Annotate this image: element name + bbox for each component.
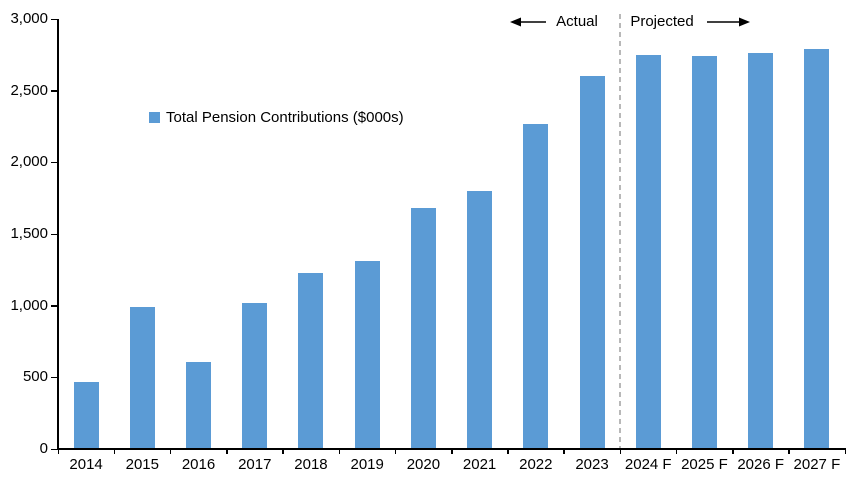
y-axis-tick	[51, 18, 58, 20]
x-axis-tick	[732, 448, 734, 454]
y-axis-tick	[51, 233, 58, 235]
bar-2022	[523, 124, 549, 449]
x-axis-tick	[282, 448, 284, 454]
bar-2016	[186, 361, 212, 449]
bar-2020	[410, 208, 436, 449]
x-axis-tick	[226, 448, 228, 454]
x-axis-tick	[788, 448, 790, 454]
legend-swatch-icon	[149, 112, 160, 123]
x-axis-tick	[844, 448, 846, 454]
x-axis-category-label: 2027 F	[793, 456, 841, 473]
x-axis-tick	[619, 448, 622, 454]
x-axis-tick	[394, 448, 397, 454]
x-axis-line	[57, 448, 846, 450]
legend: Total Pension Contributions ($000s)	[149, 109, 404, 126]
bar-2015	[129, 307, 155, 449]
bar-2021	[467, 191, 493, 449]
y-axis-tick-label: 3,000	[10, 10, 48, 27]
x-axis-tick	[675, 448, 678, 454]
bar-2018	[298, 272, 324, 449]
x-axis-tick	[57, 448, 59, 454]
y-axis-tick-label: 2,000	[10, 153, 48, 171]
x-axis-tick	[507, 448, 509, 454]
x-axis-category-label: 2020	[406, 456, 441, 473]
x-axis-category-label: 2025 F	[681, 456, 728, 473]
y-axis-line	[57, 19, 59, 450]
y-axis-tick	[51, 376, 58, 379]
x-axis-tick	[113, 448, 116, 454]
y-axis-tick-label: 2,500	[10, 81, 48, 99]
x-axis-category-label: 2024 F	[624, 456, 672, 473]
x-axis-tick	[563, 448, 565, 454]
y-axis-tick	[51, 90, 58, 92]
bar-2025-f	[691, 56, 717, 449]
left-arrow-icon	[510, 17, 546, 27]
x-axis-category-label: 2014	[69, 456, 103, 473]
y-axis-tick-label: 500	[22, 368, 48, 386]
projected-section-label: Projected	[630, 13, 694, 30]
bar-2027-f	[804, 49, 830, 449]
bar-2026-f	[748, 53, 774, 449]
y-axis-tick	[51, 305, 58, 307]
x-axis-category-label: 2016	[181, 456, 216, 473]
bar-2017	[242, 302, 268, 449]
x-axis-category-label: 2015	[125, 456, 159, 473]
right-arrow-icon	[707, 17, 750, 27]
actual-section-label: Actual	[556, 13, 598, 30]
x-axis-tick	[451, 448, 453, 454]
x-axis-category-label: 2021	[462, 456, 497, 473]
x-axis-category-label: 2023	[575, 456, 609, 473]
y-axis-tick	[51, 161, 58, 164]
x-axis-tick	[338, 448, 341, 454]
bar-2014	[73, 381, 99, 449]
x-axis-category-label: 2017	[238, 456, 272, 473]
x-axis-category-label: 2019	[350, 456, 384, 473]
x-axis-category-label: 2018	[294, 456, 328, 473]
y-axis-tick	[51, 448, 58, 450]
legend-label: Total Pension Contributions ($000s)	[166, 109, 404, 126]
y-axis-tick-label: 1,500	[10, 225, 48, 242]
bar-2024-f	[635, 54, 661, 449]
x-axis-category-label: 2026 F	[737, 456, 785, 473]
x-axis-tick	[169, 448, 172, 454]
bar-2019	[354, 261, 380, 449]
bar-2023	[579, 76, 605, 449]
x-axis-category-label: 2022	[519, 456, 553, 473]
y-axis-tick-label: 0	[39, 440, 48, 457]
y-axis-tick-label: 1,000	[10, 296, 48, 314]
